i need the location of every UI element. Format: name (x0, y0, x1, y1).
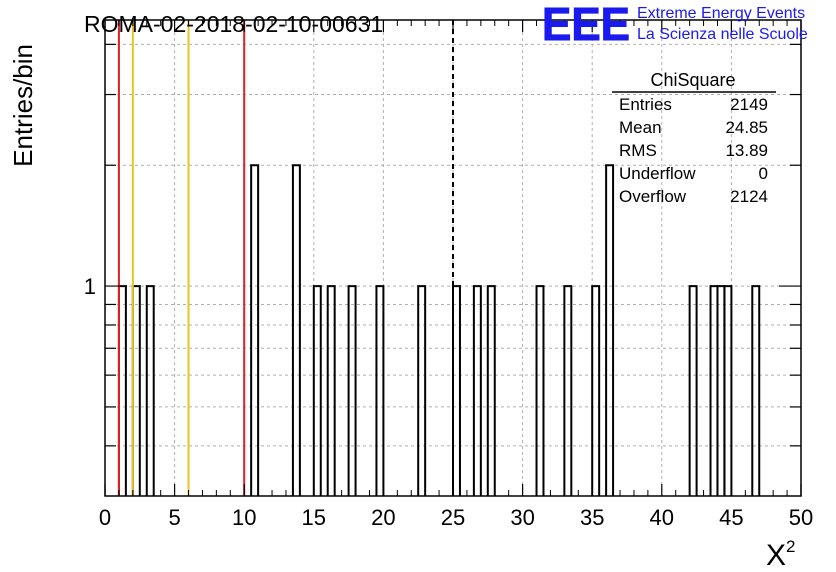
x-axis-ticks: 0 5 10 15 20 25 30 35 40 45 50 (99, 20, 813, 530)
stats-row-value: 13.89 (725, 141, 768, 160)
y-axis-label: Entries/bin (8, 44, 38, 167)
histogram-bar (716, 285, 726, 496)
eee-logo-line1: Extreme Energy Events (637, 5, 805, 22)
y-tick-label: 1 (84, 274, 96, 299)
eee-logo-line2: La Scienza nelle Scuole (637, 26, 808, 43)
histogram-bar (605, 164, 615, 496)
eee-logo: EEE Extreme Energy Events La Scienza nel… (542, 0, 808, 51)
histogram-bar (291, 164, 301, 496)
x-tick-label: 0 (99, 505, 111, 530)
histogram-bar (563, 285, 573, 496)
histogram-bar (117, 285, 127, 496)
chart-title: ROMA-02-2018-02-10-00631 (84, 11, 383, 37)
histogram-bar (472, 285, 482, 496)
histogram-bar (375, 285, 385, 496)
x-tick-label: 45 (719, 505, 743, 530)
reference-lines (117, 20, 454, 496)
stats-box-title: ChiSquare (650, 70, 735, 90)
eee-logo-mark: EEE (542, 0, 630, 50)
histogram-bar (723, 285, 733, 496)
histogram-bar (326, 285, 336, 496)
x-tick-label: 10 (232, 505, 256, 530)
x-tick-label: 5 (168, 505, 180, 530)
stats-row-value: 0 (759, 164, 768, 183)
stats-box-rows: Entries 2149 Mean 24.85 RMS 13.89 Underflow 0 Ov… (619, 95, 768, 206)
stats-row-label: Underflow (619, 164, 696, 183)
x-tick-label: 35 (580, 505, 604, 530)
stats-row-value: 2124 (730, 187, 768, 206)
histogram-bar (131, 285, 141, 496)
x-tick-label: 50 (789, 505, 813, 530)
histogram-bar (535, 285, 545, 496)
x-tick-label: 30 (510, 505, 534, 530)
x-tick-label: 40 (650, 505, 674, 530)
histogram-bar (312, 285, 322, 496)
histogram-bar (145, 285, 155, 496)
histogram-bar (751, 285, 761, 496)
stats-row-label: RMS (619, 141, 657, 160)
x-tick-label: 15 (302, 505, 326, 530)
x-axis-label-main: X (766, 539, 786, 572)
histogram-bars (117, 164, 761, 496)
stats-row-label: Entries (619, 95, 672, 114)
stats-row-label: Overflow (619, 187, 687, 206)
histogram-bar (452, 285, 461, 496)
y-axis-ticks: 1 (84, 43, 801, 447)
stats-row-value: 24.85 (725, 118, 768, 137)
x-tick-label: 25 (441, 505, 465, 530)
histogram-bar (250, 164, 260, 496)
histogram-bar (486, 285, 496, 496)
histogram-bar (688, 285, 698, 496)
histogram-bar (347, 285, 357, 496)
x-tick-label: 20 (371, 505, 395, 530)
x-axis-label: X2 (766, 537, 795, 572)
stats-row-label: Mean (619, 118, 662, 137)
x-axis-label-superscript: 2 (786, 537, 795, 556)
stats-row-value: 2149 (730, 95, 768, 114)
histogram-bar (591, 285, 601, 496)
histogram-bar (417, 285, 427, 496)
stats-box: ChiSquare Entries 2149 Mean 24.85 RMS 13.89 Un… (612, 70, 776, 206)
histogram-bar (709, 285, 719, 496)
